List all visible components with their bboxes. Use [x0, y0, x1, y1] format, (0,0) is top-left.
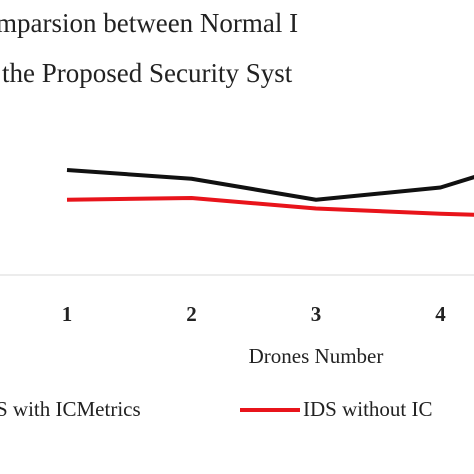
legend-label: IDS without IC: [303, 397, 433, 421]
chart-title: mparsion between Normal I: [0, 8, 298, 38]
x-axis-label: Drones Number: [249, 344, 384, 368]
x-tick-label: 1: [62, 302, 73, 326]
chart-title: the Proposed Security Syst: [2, 58, 293, 88]
x-tick-label: 4: [435, 302, 446, 326]
legend-label: S with ICMetrics: [0, 397, 141, 421]
x-tick-label: 3: [311, 302, 322, 326]
series-line: [66, 196, 474, 217]
series-line: [66, 168, 474, 202]
x-tick-label: 2: [186, 302, 197, 326]
